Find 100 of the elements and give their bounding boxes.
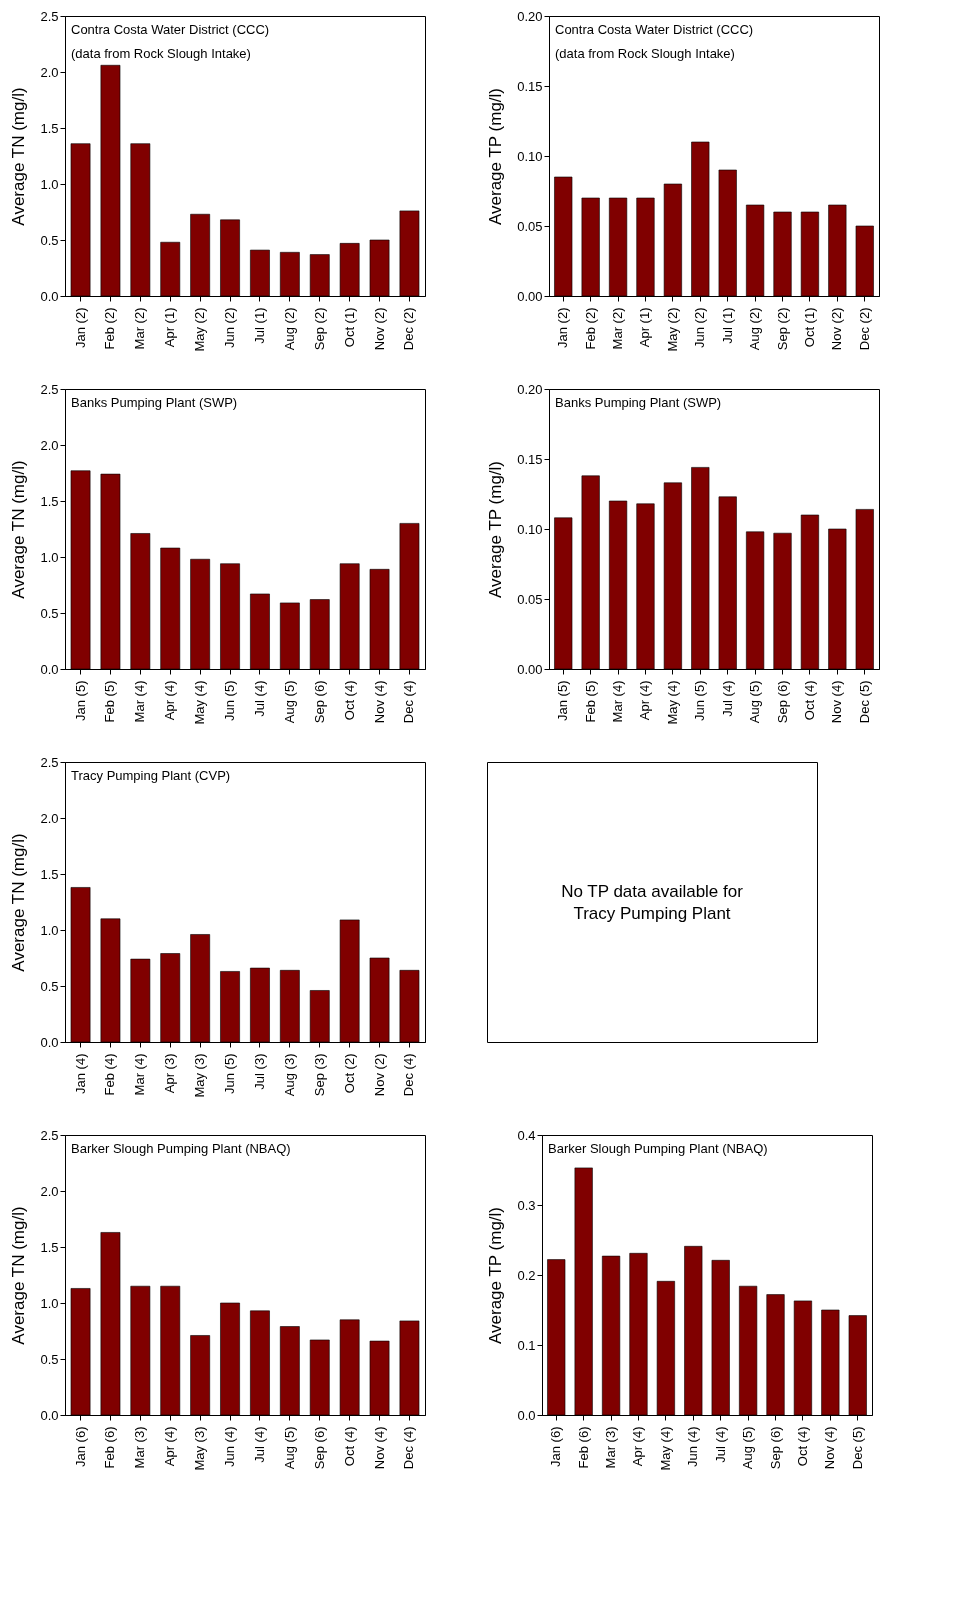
y-axis-title: Average TN (mg/l) <box>9 1206 29 1345</box>
x-tick-label: Oct (4) <box>341 1426 357 1467</box>
x-tick-label: Jan (6) <box>72 1426 88 1467</box>
x-tick-label: Feb (2) <box>582 307 598 350</box>
y-tick-label: 0.15 <box>517 451 543 467</box>
y-tick-label: 1.0 <box>40 1295 59 1311</box>
x-tick-label: Jun (2) <box>692 307 708 348</box>
y-tick-label: 0.0 <box>40 1034 59 1050</box>
x-tick-label: Jan (4) <box>72 1053 88 1094</box>
x-tick-label: Jan (5) <box>72 680 88 721</box>
x-tick-label: Jul (4) <box>719 680 735 717</box>
chart-title: Contra Costa Water District (CCC) <box>555 22 754 37</box>
x-tick-label: Apr (3) <box>162 1053 178 1094</box>
x-tick-label: Feb (4) <box>102 1053 118 1096</box>
y-axis-title: Average TN (mg/l) <box>9 460 29 599</box>
x-tick-label: Aug (3) <box>281 1053 297 1097</box>
y-tick-label: 0.5 <box>40 978 59 994</box>
x-tick-label: Sep (6) <box>311 1426 327 1470</box>
y-tick-label: 0.05 <box>517 591 543 607</box>
y-tick-label: 2.0 <box>40 1183 59 1199</box>
x-tick-label: Apr (4) <box>162 1426 178 1467</box>
x-tick-label: Sep (6) <box>774 680 790 724</box>
y-tick-label: 1.0 <box>40 176 59 192</box>
y-tick-label: 0.00 <box>517 288 543 304</box>
x-tick-label: Mar (3) <box>132 1426 148 1469</box>
x-tick-label: Jun (5) <box>692 680 708 721</box>
x-tick-label: May (4) <box>664 680 680 725</box>
x-tick-label: Aug (5) <box>281 680 297 724</box>
x-tick-label: Aug (5) <box>747 680 763 724</box>
text: Tracy Pumping Plant <box>573 904 731 923</box>
y-tick-label: 2.5 <box>40 381 59 397</box>
y-tick-label: 0.3 <box>517 1197 536 1213</box>
x-tick-label: Jun (4) <box>685 1426 701 1467</box>
x-tick-label: Jul (4) <box>251 680 267 717</box>
x-tick-label: Mar (4) <box>132 680 148 723</box>
x-tick-label: Apr (1) <box>162 307 178 348</box>
y-tick-label: 0.15 <box>517 78 543 94</box>
x-tick-label: Jan (2) <box>72 307 88 348</box>
y-tick-label: 2.0 <box>40 437 59 453</box>
x-tick-label: Feb (2) <box>102 307 118 350</box>
x-tick-label: Feb (5) <box>582 680 598 723</box>
x-tick-label: Feb (6) <box>575 1426 591 1469</box>
x-tick-label: May (2) <box>664 307 680 352</box>
y-tick-label: 0.0 <box>517 1407 536 1423</box>
y-axis-title: Average TN (mg/l) <box>9 833 29 972</box>
x-tick-label: Sep (2) <box>774 307 790 351</box>
x-tick-label: Mar (4) <box>610 680 626 723</box>
y-tick-label: 0.5 <box>40 232 59 248</box>
x-tick-label: Aug (5) <box>740 1426 756 1470</box>
chart-title: Banks Pumping Plant (SWP) <box>555 395 722 410</box>
text: (data from Rock Slough Intake) <box>555 46 735 61</box>
x-tick-label: Dec (5) <box>856 680 872 724</box>
y-tick-label: 0.20 <box>517 381 543 397</box>
y-tick-label: 0.05 <box>517 218 543 234</box>
y-axis-title: Average TP (mg/l) <box>486 460 506 599</box>
x-tick-label: Nov (2) <box>371 307 387 351</box>
x-tick-label: Oct (2) <box>341 1053 357 1094</box>
x-tick-label: Apr (4) <box>637 680 653 721</box>
y-tick-label: 1.5 <box>40 1239 59 1255</box>
text: No TP data available for <box>561 882 744 901</box>
x-tick-label: Sep (6) <box>767 1426 783 1470</box>
x-tick-label: Dec (2) <box>856 307 872 351</box>
y-tick-label: 0.4 <box>517 1127 536 1143</box>
y-tick-label: 2.0 <box>40 810 59 826</box>
y-tick-label: 0.5 <box>40 605 59 621</box>
y-tick-label: 0.1 <box>517 1337 536 1353</box>
y-axis-title: Average TP (mg/l) <box>486 1206 506 1345</box>
y-tick-label: 2.0 <box>40 64 59 80</box>
y-tick-label: 0.5 <box>40 1351 59 1367</box>
x-tick-label: Jul (4) <box>712 1426 728 1463</box>
y-tick-label: 0.10 <box>517 521 543 537</box>
x-tick-label: Jul (4) <box>251 1426 267 1463</box>
x-tick-label: Sep (6) <box>311 680 327 724</box>
x-tick-label: Nov (4) <box>371 1426 387 1470</box>
y-tick-label: 0.20 <box>517 8 543 24</box>
x-tick-label: Mar (2) <box>132 307 148 350</box>
x-tick-label: Sep (2) <box>311 307 327 351</box>
x-tick-label: Jul (3) <box>251 1053 267 1090</box>
y-tick-label: 1.0 <box>40 549 59 565</box>
x-tick-label: May (4) <box>657 1426 673 1471</box>
y-tick-label: 2.5 <box>40 1127 59 1143</box>
x-tick-label: Jan (2) <box>555 307 571 348</box>
x-tick-label: Apr (1) <box>637 307 653 348</box>
x-tick-label: May (3) <box>192 1426 208 1471</box>
x-tick-label: Feb (5) <box>102 680 118 723</box>
x-tick-label: Dec (2) <box>401 307 417 351</box>
x-tick-label: Jun (4) <box>222 1426 238 1467</box>
y-tick-label: 0.2 <box>517 1267 536 1283</box>
chart-title: Tracy Pumping Plant (CVP) <box>71 768 231 783</box>
x-tick-label: Nov (4) <box>829 680 845 724</box>
x-tick-label: Aug (2) <box>281 307 297 351</box>
x-tick-label: Nov (4) <box>822 1426 838 1470</box>
x-tick-label: Oct (1) <box>801 307 817 348</box>
x-tick-label: Aug (5) <box>281 1426 297 1470</box>
y-tick-label: 2.5 <box>40 8 59 24</box>
x-tick-label: Jan (6) <box>548 1426 564 1467</box>
y-axis-title: Average TP (mg/l) <box>486 87 506 226</box>
y-tick-label: 1.0 <box>40 922 59 938</box>
x-tick-label: Jan (5) <box>555 680 571 721</box>
y-tick-label: 0.00 <box>517 661 543 677</box>
